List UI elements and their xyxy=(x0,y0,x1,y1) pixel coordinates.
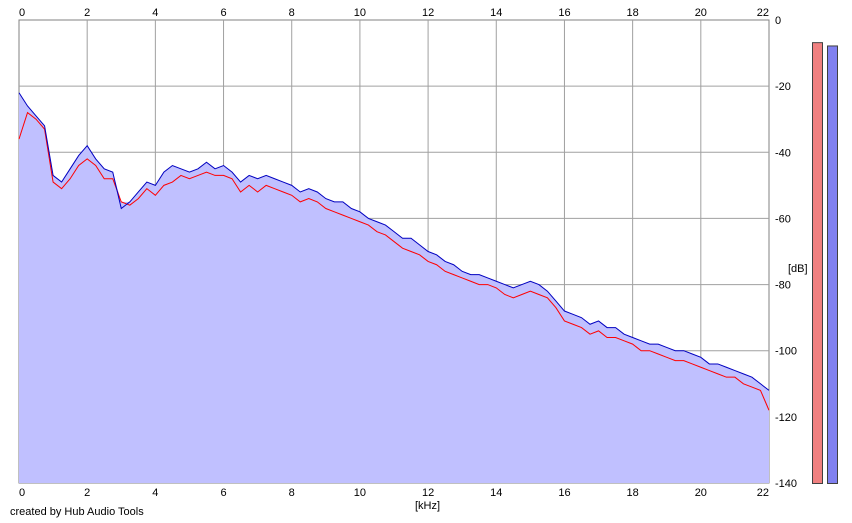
y-tick-label: -20 xyxy=(775,81,791,93)
left-channel-line xyxy=(18,111,770,411)
y-tick-label: -140 xyxy=(775,478,797,490)
credit-text: created by Hub Audio Tools xyxy=(10,506,144,518)
x-axis-top-ticks: 0 2 4 6 8 10 12 14 16 18 20 22 xyxy=(19,7,769,19)
x-tick-label-bottom: 0 xyxy=(19,487,25,499)
x-tick-label-bottom: 16 xyxy=(558,487,570,499)
spectrum-area xyxy=(19,92,769,483)
x-tick-label-bottom: 2 xyxy=(84,487,90,499)
x-tick-label-top: 6 xyxy=(220,7,226,19)
spectrum-fill xyxy=(19,92,769,483)
x-tick-label-bottom: 4 xyxy=(152,487,158,499)
y-axis-unit-label: [dB] xyxy=(788,263,808,275)
series-lines xyxy=(18,92,770,411)
right-channel-line xyxy=(18,92,770,391)
x-tick-label-top: 22 xyxy=(757,7,769,19)
y-tick-label: 0 xyxy=(775,15,781,27)
y-tick-label: -40 xyxy=(775,147,791,159)
x-tick-label-top: 10 xyxy=(354,7,366,19)
x-axis-unit-label: [kHz] xyxy=(415,500,440,512)
x-tick-label-bottom: 10 xyxy=(354,487,366,499)
y-tick-label: -100 xyxy=(775,346,797,358)
x-tick-label-top: 8 xyxy=(289,7,295,19)
x-tick-label-bottom: 14 xyxy=(490,487,502,499)
x-tick-label-top: 4 xyxy=(152,7,158,19)
x-tick-label-bottom: 18 xyxy=(627,487,639,499)
y-tick-label: -120 xyxy=(775,412,797,424)
x-tick-label-bottom: 8 xyxy=(289,487,295,499)
x-tick-label-top: 20 xyxy=(695,7,707,19)
x-tick-label-top: 18 xyxy=(627,7,639,19)
x-axis-bottom-ticks: 0 2 4 6 8 10 12 14 16 18 20 22 xyxy=(19,487,769,499)
left-level-meter xyxy=(813,43,822,484)
y-tick-label: -60 xyxy=(775,213,791,225)
x-tick-label-top: 14 xyxy=(490,7,502,19)
x-tick-label-bottom: 6 xyxy=(220,487,226,499)
x-tick-label-bottom: 12 xyxy=(422,487,434,499)
x-tick-label-top: 12 xyxy=(422,7,434,19)
x-tick-label-top: 2 xyxy=(84,7,90,19)
x-tick-label-bottom: 20 xyxy=(695,487,707,499)
right-level-meter xyxy=(828,46,837,483)
y-tick-label: -80 xyxy=(775,280,791,292)
y-axis-right-ticks: 0 -20 -40 -60 -80 -100 -120 -140 xyxy=(775,15,797,490)
x-tick-label-bottom: 22 xyxy=(757,487,769,499)
level-meters xyxy=(812,42,838,485)
x-tick-label-top: 0 xyxy=(19,7,25,19)
x-tick-label-top: 16 xyxy=(558,7,570,19)
